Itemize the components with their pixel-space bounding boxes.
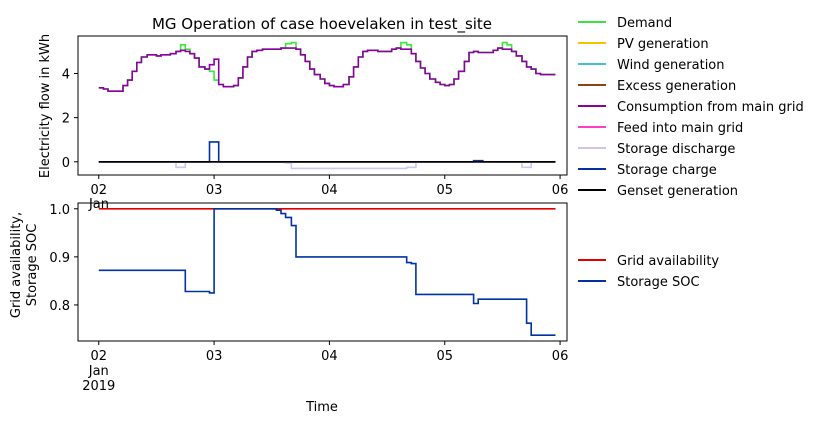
- series-line-storage-soc: [98, 208, 556, 336]
- y-tick-label: 0.9: [49, 251, 70, 266]
- top-plot-frame: [77, 35, 568, 176]
- legend-label: Genset generation: [617, 184, 738, 199]
- y-tick-label: 1.0: [49, 203, 70, 218]
- bottom-x-axis-label: Time: [305, 400, 338, 415]
- bottom-plot-frame: [77, 202, 568, 342]
- x-tick-label: 04: [321, 349, 338, 364]
- bottom-plot-series: [98, 208, 556, 336]
- x-tick-label: 04: [321, 183, 338, 198]
- legend-label: Excess generation: [617, 79, 736, 94]
- x-tick-label: 06: [552, 349, 569, 364]
- bottom-legend: Grid availability Storage SOC: [578, 254, 719, 290]
- legend-label: Storage SOC: [617, 275, 700, 290]
- x-tick-label: Jan: [88, 364, 109, 379]
- legend-label: Demand: [617, 16, 672, 31]
- series-line-storage-discharge: [98, 161, 556, 170]
- legend-label: Grid availability: [617, 254, 719, 269]
- x-tick-label: 05: [436, 349, 453, 364]
- y-tick-label: 2: [62, 112, 70, 127]
- y-tick-label: 4: [62, 68, 70, 83]
- top-legend: Demand PV generation Wind generation Excess…: [578, 16, 804, 199]
- top-x-tick-extra: Jan: [88, 197, 109, 212]
- legend-label: Feed into main grid: [617, 121, 743, 136]
- legend-label: Consumption from main grid: [617, 100, 804, 115]
- series-line-consumption-from-main-grid: [98, 47, 556, 92]
- bottom-y-axis-label-line2: Storage SOC: [25, 224, 40, 307]
- chart-title: MG Operation of case hoevelaken in test_…: [152, 15, 492, 34]
- x-tick-label: 2019: [82, 379, 115, 394]
- legend-label: Storage discharge: [617, 142, 735, 157]
- legend-label: Storage charge: [617, 163, 717, 178]
- x-tick-label: 03: [206, 349, 223, 364]
- x-tick-label: 02: [90, 349, 107, 364]
- legend-label: PV generation: [617, 37, 709, 52]
- y-tick-label: 0.8: [49, 299, 70, 314]
- legend-label: Wind generation: [617, 58, 725, 73]
- y-tick-label: 0: [62, 156, 70, 171]
- top-y-axis-label: Electricity flow in kWh: [38, 34, 53, 178]
- x-tick-label: 03: [206, 183, 223, 198]
- x-tick-label: 05: [436, 183, 453, 198]
- top-plot-series: [98, 41, 556, 170]
- bottom-y-axis-label-line1: Grid availability,: [9, 212, 24, 318]
- x-tick-label: 06: [552, 183, 569, 198]
- x-tick-label: 02: [90, 183, 107, 198]
